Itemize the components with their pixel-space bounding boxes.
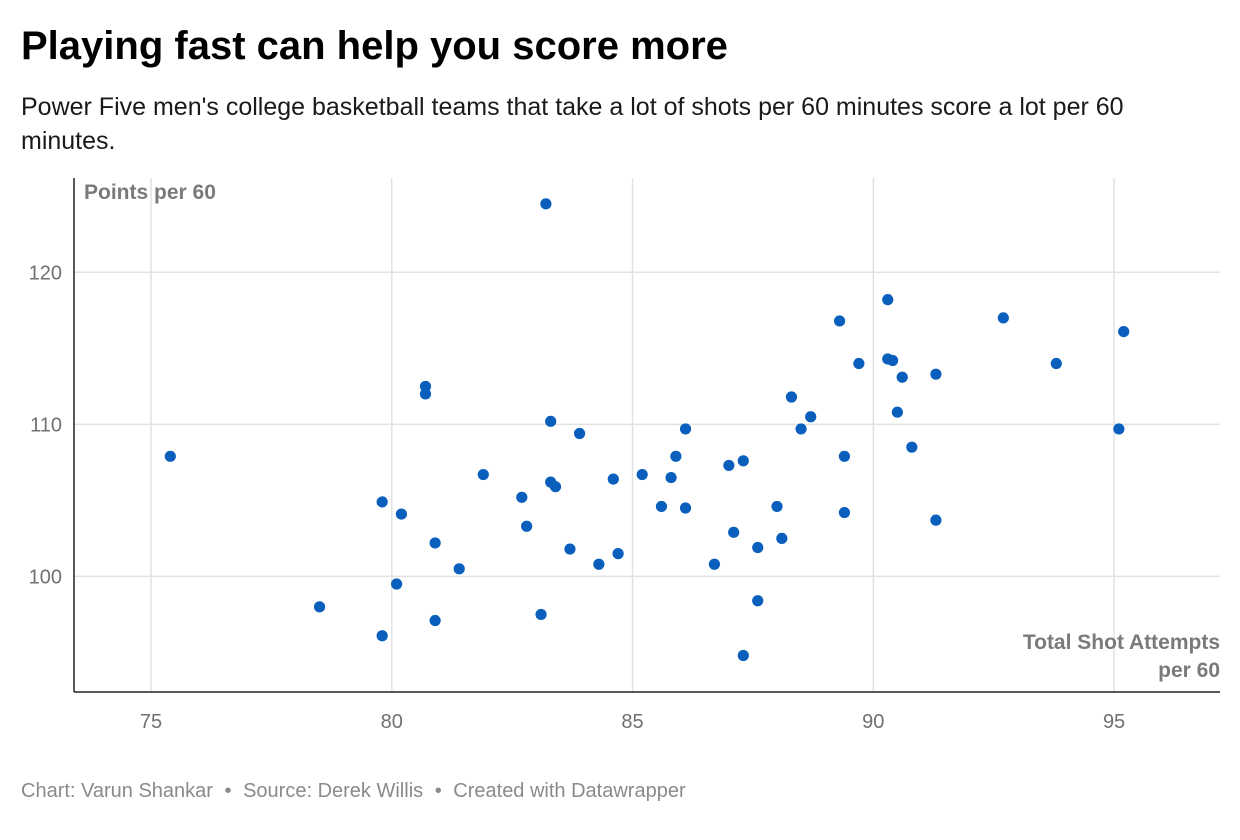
data-point xyxy=(785,391,798,403)
data-point xyxy=(723,459,735,472)
data-point xyxy=(636,468,648,481)
data-point xyxy=(313,601,326,613)
data-point xyxy=(376,630,388,642)
data-point xyxy=(834,315,846,327)
footer-separator: • xyxy=(434,780,442,802)
data-point xyxy=(930,368,942,380)
data-point xyxy=(573,427,586,440)
data-point xyxy=(708,558,721,570)
chart-title: Playing fast can help you score more xyxy=(21,24,728,68)
x-axis-label: per 60 xyxy=(1158,659,1220,682)
y-tick-label: 120 xyxy=(29,262,62,284)
source-credit: Source: Derek Willis xyxy=(243,780,424,802)
data-point xyxy=(549,481,562,493)
y-tick-label: 110 xyxy=(30,414,62,436)
data-point xyxy=(771,500,783,513)
data-point xyxy=(391,578,403,590)
data-point xyxy=(545,415,557,427)
data-point xyxy=(853,357,865,370)
data-point xyxy=(752,595,764,607)
data-point xyxy=(612,548,624,560)
data-point xyxy=(1113,423,1125,435)
data-point xyxy=(453,563,465,575)
x-tick-label: 95 xyxy=(1103,711,1125,733)
data-point xyxy=(896,371,908,383)
x-tick-label: 85 xyxy=(621,711,643,733)
data-point xyxy=(419,388,432,400)
footer-separator: • xyxy=(224,780,232,802)
data-point xyxy=(564,543,576,555)
created-with-credit: Created with Datawrapper xyxy=(453,780,686,802)
x-tick-label: 90 xyxy=(862,711,884,733)
data-point xyxy=(395,508,408,520)
data-point xyxy=(906,441,918,453)
data-point xyxy=(795,423,807,435)
data-point xyxy=(429,537,441,549)
data-point xyxy=(429,614,441,627)
data-point xyxy=(655,500,668,513)
y-tick-label: 100 xyxy=(29,566,62,588)
data-point xyxy=(728,526,740,538)
data-point xyxy=(1118,325,1130,338)
chart-subtitle: Power Five men's college basketball team… xyxy=(21,93,1124,155)
data-point xyxy=(670,450,682,462)
chart-credit: Chart: Varun Shankar xyxy=(21,780,213,802)
data-point xyxy=(930,514,942,526)
data-point xyxy=(752,541,764,554)
data-point xyxy=(679,423,692,435)
x-tick-label: 75 xyxy=(140,711,162,733)
data-point xyxy=(891,406,903,418)
data-point xyxy=(607,473,619,485)
data-point xyxy=(838,450,851,462)
data-point xyxy=(376,496,388,508)
data-point xyxy=(882,294,894,306)
x-axis-label: Total Shot Attempts xyxy=(1023,631,1220,654)
data-point xyxy=(535,608,547,621)
data-point xyxy=(477,468,489,481)
data-point xyxy=(665,471,677,484)
data-point xyxy=(521,520,533,532)
data-point xyxy=(737,649,749,662)
x-tick-label: 80 xyxy=(381,711,403,733)
data-point xyxy=(886,354,899,367)
data-point xyxy=(1050,357,1062,370)
data-point xyxy=(997,312,1009,324)
data-point xyxy=(737,455,749,467)
data-point xyxy=(540,198,552,210)
data-point xyxy=(679,502,692,514)
y-axis-label: Points per 60 xyxy=(84,181,216,204)
data-point xyxy=(593,558,605,570)
data-point xyxy=(805,411,817,423)
data-point xyxy=(776,532,788,545)
data-point xyxy=(164,450,176,462)
data-point xyxy=(516,491,528,503)
footer: Chart: Varun Shankar • Source: Derek Wil… xyxy=(21,780,686,803)
data-point xyxy=(838,506,851,519)
